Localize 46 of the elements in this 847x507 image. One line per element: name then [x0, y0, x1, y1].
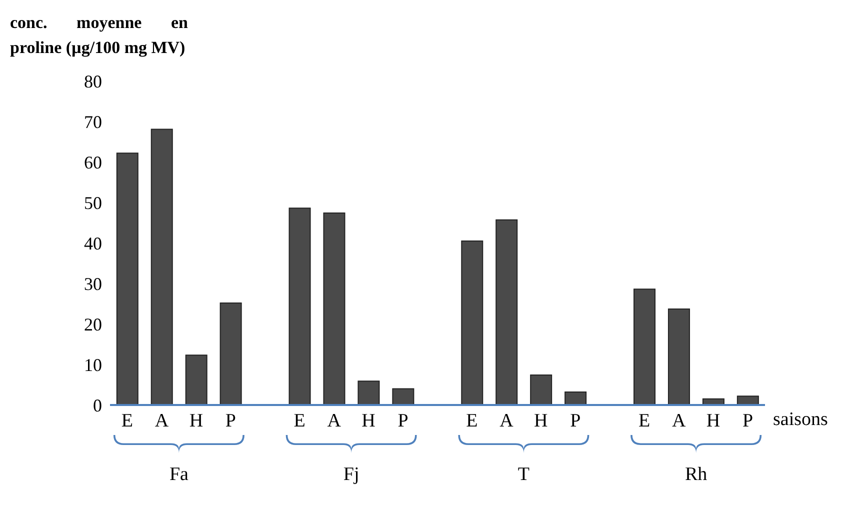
x-tick-label: E: [466, 410, 478, 432]
y-tick-label: 0: [93, 395, 102, 416]
x-tick-label: E: [638, 410, 650, 432]
y-tick-label: 10: [84, 354, 102, 375]
x-tick-label: A: [154, 410, 169, 432]
bar: [323, 212, 346, 405]
text: Fj: [343, 464, 360, 485]
bar: [358, 380, 380, 405]
bar: [220, 302, 242, 405]
bar: [736, 396, 759, 405]
text: T: [518, 464, 530, 485]
bar: [392, 388, 414, 405]
bar: [116, 152, 138, 405]
x-tick-label: H: [362, 410, 376, 432]
y-tick-label: 60: [84, 152, 102, 172]
x-tick-label: H: [189, 410, 204, 432]
bar: [150, 128, 173, 405]
x-tick-label: A: [672, 410, 686, 432]
bar: [461, 240, 484, 405]
x-tick-label: E: [121, 410, 134, 432]
x-tick-label: A: [500, 410, 514, 432]
bar: [496, 219, 518, 405]
x-tick-label: H: [534, 410, 548, 432]
y-tick-label: 80: [84, 71, 102, 92]
x-tick-label: H: [706, 410, 720, 432]
x-axis-title: saisons: [773, 409, 828, 431]
x-tick-label: P: [398, 410, 408, 432]
y-tick-label: 70: [84, 112, 102, 132]
y-tick-label: 50: [84, 192, 102, 213]
text: Rh: [684, 464, 708, 485]
bar: [185, 354, 208, 405]
bar: [530, 374, 552, 405]
bar: [634, 288, 656, 405]
y-tick-label: 30: [84, 274, 102, 294]
bar: [288, 208, 311, 405]
x-tick-label: P: [570, 410, 581, 432]
x-tick-label: P: [225, 410, 236, 432]
bar: [668, 308, 690, 405]
x-tick-label: A: [327, 410, 342, 432]
text: Fa: [169, 464, 190, 485]
x-tick-label: P: [742, 410, 754, 432]
y-tick-label: 40: [84, 233, 102, 254]
y-axis-title: conc. moyenne en proline (µg/100 mg MV): [10, 12, 188, 59]
y-tick-label: 20: [84, 314, 102, 334]
bar: [564, 392, 587, 405]
x-tick-label: E: [294, 410, 306, 432]
